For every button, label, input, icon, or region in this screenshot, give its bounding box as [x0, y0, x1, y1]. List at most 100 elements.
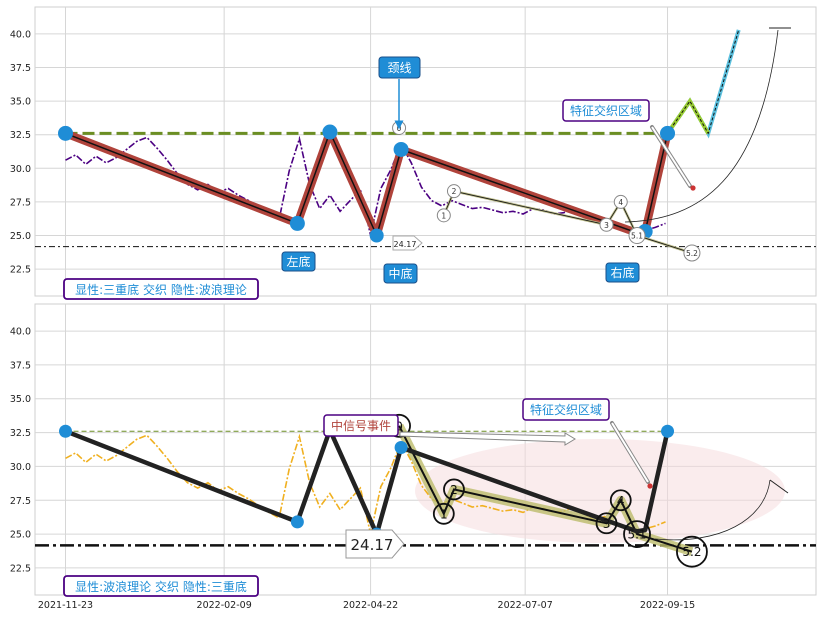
left-bottom-box — [281, 251, 316, 272]
signal-label: 中信号事件 — [331, 418, 391, 433]
pattern-node — [660, 125, 676, 141]
top-caption-box — [63, 278, 259, 300]
bottom-support-value-label: 24.17 — [351, 536, 394, 554]
y-tick-label: 25.0 — [10, 231, 31, 242]
wave-point-marker — [446, 184, 461, 199]
right-bottom-label: 右底 — [610, 265, 634, 280]
top-panel: 22.5 25.0 27.5 30.0 32.5 35.0 37.5 40.0 0 1 2 3 4 5.… — [10, 6, 817, 300]
support-value-label: 24.17 — [394, 240, 417, 249]
y-tick-label: 30.0 — [10, 164, 31, 175]
bottom-wave-point-marker — [595, 512, 618, 535]
y-tick-label: 40.0 — [10, 327, 31, 338]
x-tick-label: 2021-11-23 — [38, 600, 93, 611]
bottom-wave-point-label: 4 — [617, 494, 625, 508]
wave-point-label: 2 — [452, 187, 457, 196]
bottom-pattern-node — [661, 424, 675, 438]
bottom-projection-arc — [654, 479, 771, 541]
bottom-y-axis: 22.5 25.0 27.5 30.0 32.5 35.0 37.5 40.0 — [10, 327, 31, 575]
y-tick-label: 27.5 — [10, 496, 31, 507]
bottom-pattern-node — [290, 515, 304, 529]
bottom-zone-target-dot — [647, 483, 653, 489]
neckline-label: 颈线 — [387, 61, 411, 75]
wave-point-marker — [628, 227, 646, 245]
y-tick-label: 27.5 — [10, 197, 31, 208]
bottom-wave-point-marker — [623, 520, 651, 548]
right-bottom-box — [605, 262, 640, 283]
bottom-wave-point-label: 2 — [450, 483, 458, 497]
neckline-label-box — [378, 56, 421, 79]
bottom-zone-label-box — [522, 398, 610, 421]
signal-label-box — [323, 414, 399, 437]
left-bottom-label: 左底 — [286, 254, 310, 269]
bottom-caption: 显性:波浪理论 交织 隐性:三重底 — [75, 579, 247, 594]
top-caption: 显性:三重底 交织 隐性:波浪理论 — [75, 282, 247, 297]
bottom-wave-line — [398, 425, 693, 553]
wave-point-marker — [683, 244, 701, 262]
y-tick-label: 25.0 — [10, 530, 31, 541]
x-tick-label: 2022-02-09 — [197, 600, 252, 611]
wave-point-label: 5.2 — [686, 249, 698, 258]
wave-point-marker — [613, 194, 628, 209]
top-y-axis: 22.5 25.0 27.5 30.0 32.5 35.0 37.5 40.0 — [10, 29, 31, 275]
feature-zone-ellipse — [415, 439, 785, 543]
bottom-wave-point-label: 3 — [603, 517, 611, 531]
wave-point-label: 4 — [618, 198, 623, 207]
bottom-projection-cap — [769, 479, 789, 494]
bottom-x-axis: 2021-11-23 2022-02-09 2022-04-22 2022-07-07… — [38, 600, 695, 611]
middle-bottom-label: 中底 — [388, 266, 412, 281]
wave-point-label: 5.1 — [631, 232, 643, 241]
bottom-wave-point-label: 5.2 — [682, 545, 701, 559]
bottom-wave-point-label: 1 — [440, 507, 448, 521]
pattern-node — [393, 141, 409, 157]
pattern-node — [322, 124, 338, 140]
zone-arrow — [651, 126, 691, 187]
projection-line-up — [665, 97, 710, 135]
bottom-series: 0 12 34 5.1 5.2 — [35, 413, 816, 568]
bottom-wave-point-marker — [432, 502, 455, 525]
bottom-wave-point-label: 0 — [395, 419, 403, 433]
bottom-pattern-line — [64, 427, 670, 537]
x-tick-label: 2022-07-07 — [498, 600, 553, 611]
y-tick-label: 40.0 — [10, 29, 31, 40]
pattern-node — [369, 228, 384, 243]
wave-point-marker — [599, 217, 614, 232]
bottom-wave-point-marker — [443, 478, 465, 501]
y-tick-label: 30.0 — [10, 462, 31, 473]
y-tick-label: 37.5 — [10, 360, 31, 371]
wave-point-label: 1 — [441, 211, 446, 220]
y-tick-label: 35.0 — [10, 97, 31, 108]
bottom-wave-point-label: 5.1 — [627, 528, 646, 542]
middle-bottom-box — [383, 263, 418, 284]
zone-label-box — [562, 99, 650, 122]
bottom-pattern-node — [59, 424, 73, 438]
wave-point-marker — [436, 208, 451, 223]
y-tick-label: 35.0 — [10, 394, 31, 405]
signal-arrow — [399, 431, 576, 446]
y-tick-label: 37.5 — [10, 63, 31, 74]
y-tick-label: 22.5 — [10, 265, 31, 276]
pattern-node — [58, 125, 74, 141]
zone-label: 特征交织区域 — [570, 103, 642, 118]
bottom-zone-arrow — [611, 422, 649, 483]
x-tick-label: 2022-04-22 — [343, 600, 398, 611]
x-tick-label: 2022-09-15 — [640, 600, 695, 611]
bottom-wave-point-marker — [676, 535, 708, 568]
bottom-wave-point-marker — [609, 489, 632, 512]
pattern-node — [289, 215, 305, 231]
wave-point-label: 3 — [604, 221, 609, 230]
y-tick-label: 32.5 — [10, 428, 31, 439]
y-tick-label: 22.5 — [10, 563, 31, 574]
top-annotations: 颈线 左底 中底 右底 特征交织区域 24.17 显性:三重底 交织 隐性:波浪… — [63, 27, 791, 300]
y-tick-label: 32.5 — [10, 130, 31, 141]
bottom-annotations: 中信号事件 特征交织区域 24.17 显性:波浪理论 交织 隐性:三重底 — [63, 398, 789, 597]
top-grid — [35, 7, 816, 296]
projection-line-core — [667, 29, 740, 135]
bottom-pattern-node — [394, 440, 408, 454]
bottom-support-value-tag — [345, 529, 405, 559]
bottom-zone-label: 特征交织区域 — [530, 402, 602, 417]
projection-arc — [624, 29, 779, 223]
bottom-caption-box — [63, 575, 259, 597]
support-value-tag — [392, 235, 423, 251]
bottom-panel: 22.5 25.0 27.5 30.0 32.5 35.0 37.5 40.0 2021-11… — [10, 303, 817, 611]
